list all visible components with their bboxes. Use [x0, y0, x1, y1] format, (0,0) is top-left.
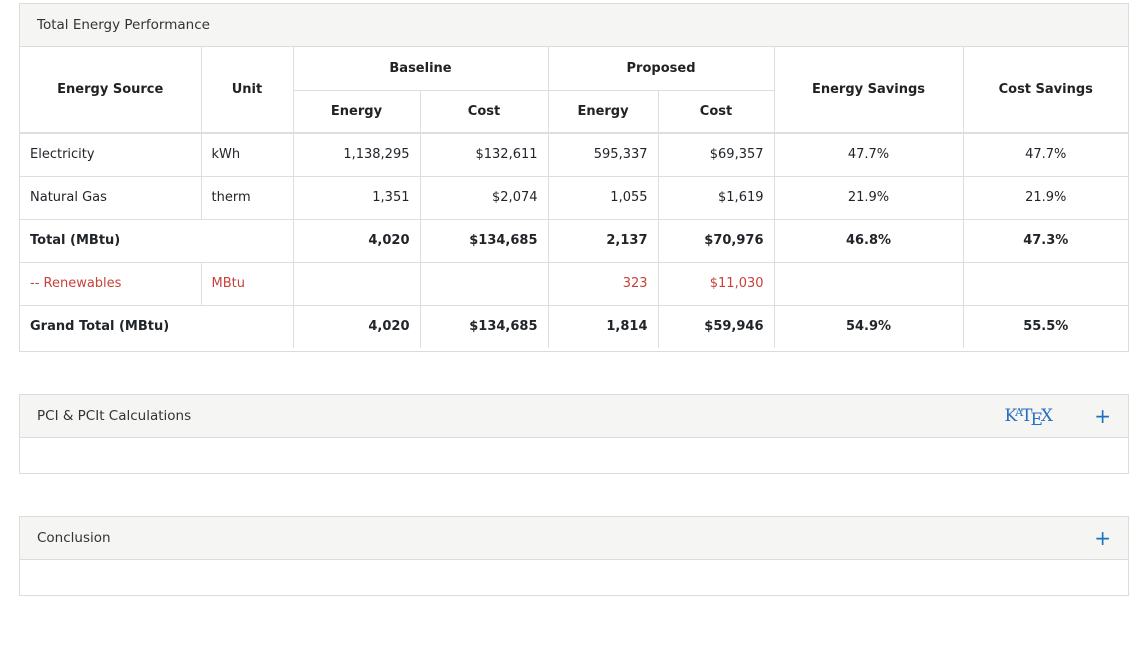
- cell-proposed-cost: $59,946: [657, 304, 775, 348]
- panel-title: PCI & PCIt Calculations: [37, 408, 192, 424]
- table-row-natural-gas: Natural Gas therm 1,351 $2,074 1,055 $1,…: [20, 175, 1129, 220]
- cell-proposed-energy: 595,337: [547, 132, 659, 177]
- cell-baseline-energy: 1,138,295: [292, 132, 421, 177]
- pci-calculations-panel: PCI & PCIt Calculations KATEX +: [19, 394, 1129, 474]
- katex-logo-icon: KATEX: [1004, 406, 1053, 430]
- cell-baseline-energy: [292, 261, 421, 306]
- cell-proposed-cost: $1,619: [657, 175, 775, 220]
- cell-proposed-energy: 1,055: [547, 175, 659, 220]
- panel-header: Total Energy Performance: [20, 4, 1128, 47]
- conclusion-panel: Conclusion +: [19, 516, 1129, 596]
- cell-cost-savings: 21.9%: [962, 175, 1129, 220]
- header-baseline: Baseline: [292, 47, 549, 91]
- panel-title: Total Energy Performance: [37, 17, 210, 33]
- cell-baseline-cost: [419, 261, 549, 306]
- cell-source: Total (MBtu): [20, 218, 294, 263]
- energy-performance-table: Energy Source Unit Baseline Proposed Ene…: [20, 47, 1129, 348]
- header-proposed: Proposed: [547, 47, 775, 91]
- header-unit: Unit: [200, 47, 294, 134]
- cell-energy-savings: 21.9%: [773, 175, 964, 220]
- cell-cost-savings: 47.7%: [962, 132, 1129, 177]
- cell-cost-savings: [962, 261, 1129, 306]
- header-energy-source: Energy Source: [20, 47, 202, 134]
- cell-energy-savings: [773, 261, 964, 306]
- panel-title: Conclusion: [37, 530, 111, 546]
- header-cost-savings: Cost Savings: [962, 47, 1129, 134]
- table-row-total: Total (MBtu) 4,020 $134,685 2,137 $70,97…: [20, 218, 1129, 263]
- pci-panel-header[interactable]: PCI & PCIt Calculations KATEX +: [20, 395, 1128, 438]
- cell-proposed-energy: 2,137: [547, 218, 659, 263]
- header-proposed-cost: Cost: [657, 89, 775, 134]
- cell-baseline-cost: $134,685: [419, 304, 549, 348]
- conclusion-panel-header[interactable]: Conclusion +: [20, 517, 1128, 560]
- cell-unit: therm: [200, 175, 294, 220]
- cell-source: -- Renewables: [20, 261, 202, 306]
- table-row-grand-total: Grand Total (MBtu) 4,020 $134,685 1,814 …: [20, 304, 1129, 348]
- cell-baseline-cost: $132,611: [419, 132, 549, 177]
- cell-source: Electricity: [20, 132, 202, 177]
- header-baseline-energy: Energy: [293, 89, 421, 134]
- cell-proposed-cost: $70,976: [657, 218, 775, 263]
- header-proposed-energy: Energy: [547, 89, 659, 134]
- expand-plus-icon[interactable]: +: [1094, 526, 1111, 550]
- header-energy-savings: Energy Savings: [773, 47, 964, 134]
- cell-baseline-cost: $2,074: [419, 175, 549, 220]
- cell-baseline-energy: 4,020: [292, 304, 421, 348]
- cell-baseline-cost: $134,685: [419, 218, 549, 263]
- cell-cost-savings: 55.5%: [962, 304, 1129, 348]
- cell-energy-savings: 47.7%: [773, 132, 964, 177]
- cell-source: Grand Total (MBtu): [20, 304, 294, 348]
- table-row-electricity: Electricity kWh 1,138,295 $132,611 595,3…: [20, 132, 1129, 177]
- cell-source: Natural Gas: [20, 175, 202, 220]
- cell-baseline-energy: 1,351: [292, 175, 421, 220]
- header-baseline-cost: Cost: [419, 89, 549, 134]
- expand-plus-icon[interactable]: +: [1094, 404, 1111, 428]
- cell-energy-savings: 46.8%: [773, 218, 964, 263]
- cell-unit: kWh: [200, 132, 294, 177]
- table-row-renewables: -- Renewables MBtu 323 $11,030: [20, 261, 1129, 306]
- cell-baseline-energy: 4,020: [292, 218, 421, 263]
- cell-cost-savings: 47.3%: [962, 218, 1129, 263]
- cell-energy-savings: 54.9%: [773, 304, 964, 348]
- cell-proposed-cost: $11,030: [657, 261, 775, 306]
- cell-proposed-energy: 1,814: [547, 304, 659, 348]
- cell-unit: MBtu: [200, 261, 294, 306]
- total-energy-performance-panel: Total Energy Performance Energy Source U…: [19, 3, 1129, 352]
- cell-proposed-energy: 323: [547, 261, 659, 306]
- cell-proposed-cost: $69,357: [657, 132, 775, 177]
